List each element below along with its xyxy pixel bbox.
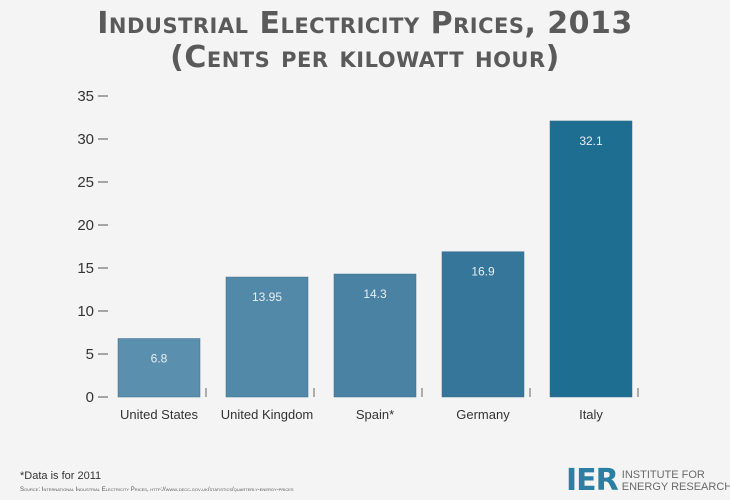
data-label: 13.95 [252, 290, 282, 304]
x-tick-label: Italy [579, 407, 603, 422]
y-tick-label: 25 [77, 174, 94, 191]
bar-chart: 0 5 10 15 20 25 30 35 6.8 United States 13.95 Unite… [77, 88, 639, 422]
bar [441, 251, 525, 398]
data-label: 6.8 [151, 352, 168, 366]
ier-logo: IER Institute for Energy Research [566, 466, 730, 496]
chart-subtitle: (Cents per kilowatt hour) [170, 40, 560, 75]
y-tick-label: 20 [77, 217, 94, 234]
footnote: *Data is for 2011 [20, 470, 102, 482]
bar [549, 120, 633, 398]
x-tick-label: Germany [456, 407, 510, 422]
data-label: 16.9 [471, 265, 495, 279]
y-tick-label: 35 [77, 88, 94, 105]
bar [117, 338, 201, 398]
y-tick-label: 15 [77, 260, 94, 277]
logo-line-2: Energy Research [621, 481, 730, 493]
y-tick-label: 5 [86, 346, 94, 363]
x-tick-label: United States [120, 407, 199, 422]
logo-mark: IER [566, 463, 619, 498]
x-tick-label: United Kingdom [221, 407, 314, 422]
y-tick-label: 30 [77, 131, 94, 148]
chart-title: Industrial Electricity Prices, 2013 [97, 6, 633, 41]
logo-line-1: Institute for [621, 469, 705, 481]
bar [333, 273, 417, 398]
x-tick-label: Spain* [356, 407, 394, 422]
y-tick-label: 0 [86, 389, 94, 406]
logo-text: Institute for Energy Research [622, 469, 730, 493]
source-note: Source: International Industrial Electri… [20, 487, 294, 493]
data-label: 32.1 [579, 134, 603, 148]
bar [225, 276, 309, 398]
y-tick-label: 10 [77, 303, 94, 320]
data-label: 14.3 [363, 287, 387, 301]
